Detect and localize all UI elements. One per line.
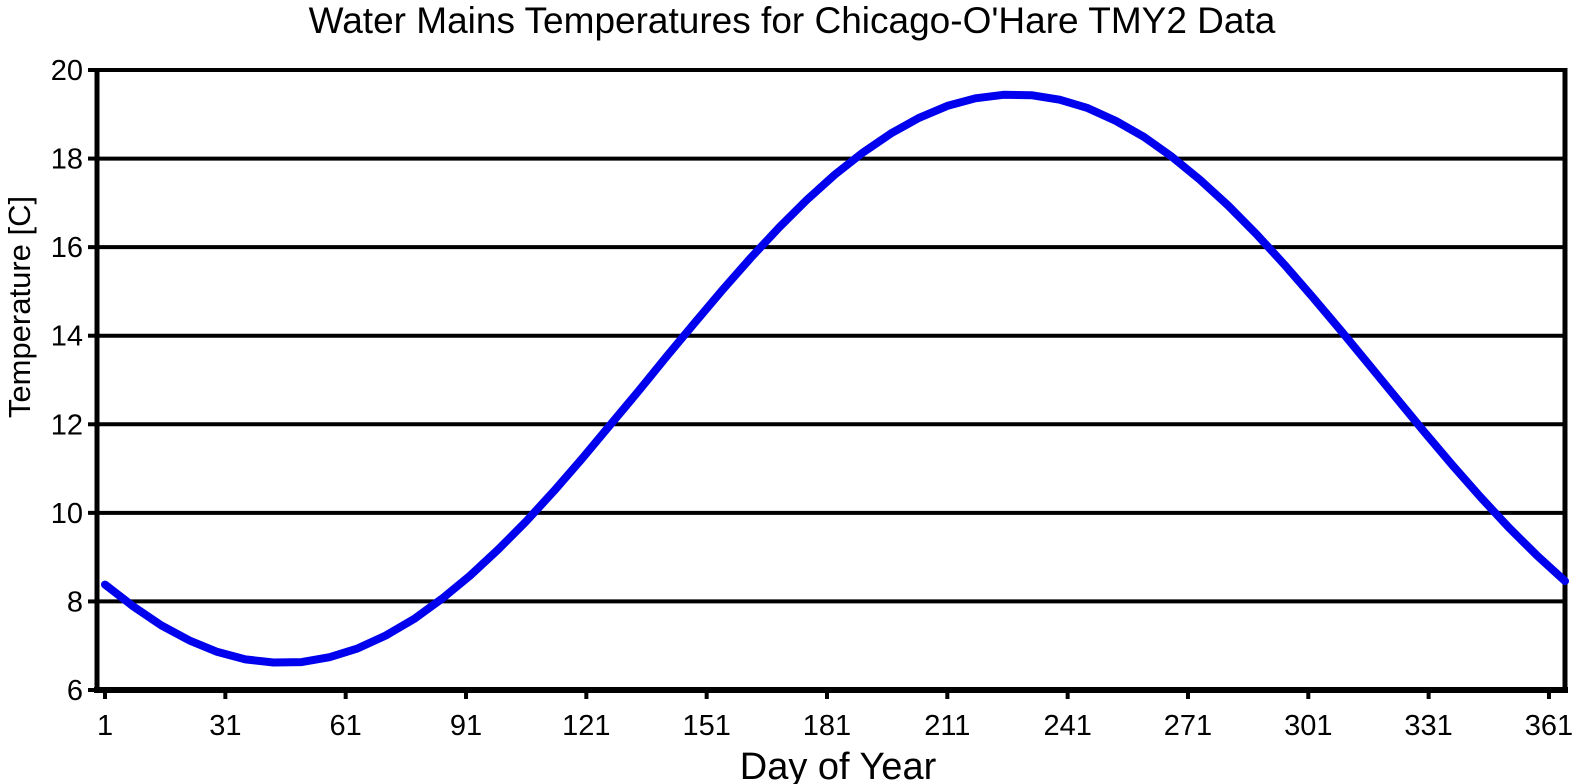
x-tick-label: 91 [450,710,482,742]
x-tick-label: 151 [682,710,730,742]
x-tick-label: 1 [97,710,113,742]
x-tick-label: 241 [1043,710,1091,742]
y-tick-label: 20 [51,55,83,87]
x-tick-label: 211 [924,710,970,742]
x-tick-label: 181 [803,710,851,742]
x-tick-label: 61 [330,710,362,742]
x-tick-label: 31 [209,710,241,742]
x-tick-label: 271 [1164,710,1212,742]
y-tick-label: 18 [51,144,83,176]
x-tick-label: 331 [1404,710,1452,742]
y-tick-label: 14 [51,321,83,353]
y-tick-label: 10 [51,498,83,530]
y-tick-label: 6 [67,675,83,707]
chart-title: Water Mains Temperatures for Chicago-O'H… [309,0,1276,41]
temperature-curve [101,90,1569,667]
x-tick-label: 361 [1525,710,1572,742]
y-axis-title: Temperature [C] [2,196,37,418]
y-tick-label: 8 [67,586,83,618]
y-tick-label: 12 [51,409,83,441]
y-tick-label: 16 [51,232,83,264]
x-axis-title: Day of Year [740,746,937,784]
x-tick-label: 121 [562,710,610,742]
x-tick-label: 301 [1284,710,1332,742]
